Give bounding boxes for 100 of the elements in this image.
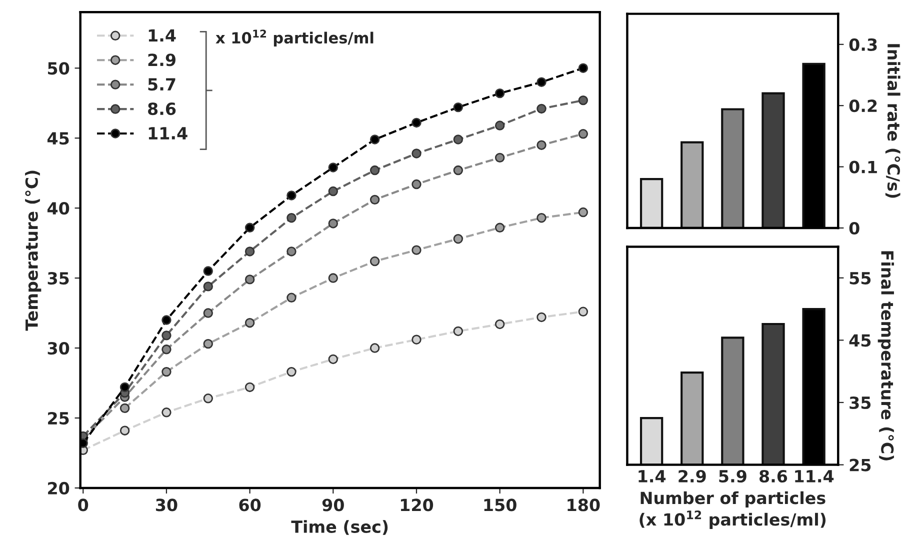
point [286,292,296,302]
x-tick-label: 180 [568,498,600,512]
y-tick-label: 55 [850,272,871,284]
y-tick-label: 35 [850,396,871,410]
bar [640,178,664,228]
point [244,222,255,233]
point [162,344,172,354]
bar [721,108,744,228]
x-tick-label: 0 [78,498,88,512]
y-tick-label: 40 [47,202,70,215]
point [203,282,213,292]
point [370,134,380,144]
point [203,338,213,349]
point [162,366,172,377]
y-axis-title: Temperature (°C) [25,170,42,331]
point [494,152,505,163]
legend-label: 8.6 [148,102,176,116]
legend-label: 1.4 [148,29,176,42]
point [453,326,464,336]
legend-label: 5.7 [148,78,176,91]
y-tick-label: 0 [849,222,860,235]
point [536,140,546,150]
point [328,186,338,196]
point [203,308,213,318]
point [162,330,172,340]
point [412,118,422,128]
y-tick-label: 20 [48,482,70,495]
y-tick-label: 30 [48,342,70,355]
y-axis-title: Initial rate (°C/s) [885,44,900,198]
point [328,273,338,283]
y-tick-label: 0.1 [849,160,877,174]
y-tick-label: 45 [47,132,69,145]
point [453,234,464,244]
point [536,312,546,322]
y-tick-label: 45 [849,334,871,347]
point [536,104,546,114]
point [286,366,296,377]
y-axis-title: Final temperature (°C) [878,251,894,460]
point [494,120,505,130]
x-tick-label: 60 [239,498,261,512]
point [328,162,338,172]
point [494,222,505,233]
y-tick-label: 0.2 [849,100,877,112]
point [370,343,380,353]
y-tick-label: 0.3 [849,38,877,51]
x-tick-label: 11.4 [795,470,834,482]
point [370,194,380,205]
point [578,129,588,139]
y-tick-label: 25 [850,458,871,472]
x-axis-title: Number of particles (x 10$^{12}$ particles/ml) [640,491,826,529]
point [578,306,588,316]
x-tick-label: 5.9 [719,470,746,483]
x-axis-title: Time (sec) [291,520,388,535]
x-tick-label: 90 [322,498,344,512]
point [244,382,255,392]
x-tick-label: 2.9 [678,470,706,483]
x-tick-label: 120 [400,498,434,512]
point [286,246,296,256]
point [244,318,255,328]
point [328,354,338,364]
point [203,266,213,276]
bar [680,141,704,228]
point [120,382,130,392]
point [453,102,464,112]
point [494,88,505,98]
point [162,408,172,418]
point [412,245,422,255]
point [536,77,546,87]
legend-label: 2.9 [148,54,176,66]
y-tick-label: 50 [48,62,70,75]
point [328,218,338,228]
y-tick-label: 25 [48,412,69,425]
point [494,319,505,330]
point [412,179,422,190]
point [412,148,422,158]
point [412,334,422,344]
point [578,95,588,106]
point [120,403,130,414]
annotation: x 10$^{12}$ particles/ml [216,30,374,47]
point [578,207,588,218]
point [578,63,588,73]
bar [762,92,785,228]
point [453,165,464,176]
point [244,246,255,256]
x-tick-label: 30 [156,498,178,512]
point [244,274,255,284]
x-tick-label: 150 [484,498,516,512]
point [370,165,380,176]
point [536,213,546,223]
legend-label: 11.4 [148,127,188,140]
point [120,426,130,436]
point [162,315,172,325]
point [370,256,380,266]
x-tick-label: 1.4 [638,470,666,482]
point [286,213,296,223]
point [203,394,213,404]
point [453,134,464,144]
x-tick-label: 8.6 [759,470,788,483]
y-tick-label: 35 [48,272,69,285]
point [286,190,296,200]
